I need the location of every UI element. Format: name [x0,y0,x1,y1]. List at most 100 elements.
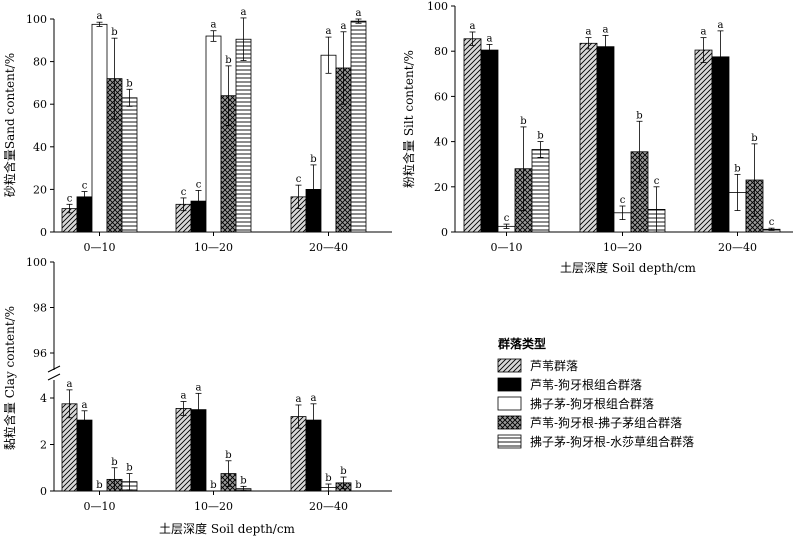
x-axis-title: 土层深度 Soil depth/cm [560,260,697,275]
x-axis-title: 土层深度 Soil depth/cm [159,521,296,536]
significance-letter: a [470,21,476,32]
y-tick-label: 2 [40,439,47,452]
bar [76,419,93,492]
significance-letter: a [356,8,362,19]
x-tick-label: 0—10 [84,241,116,254]
legend-swatch [497,377,522,392]
y-tick-label: 4 [40,392,47,405]
significance-letter: b [210,480,216,491]
bar [596,46,615,233]
legend: 群落类型 芦苇群落芦苇-狗牙根组合群落拂子茅-狗牙根组合群落芦苇-狗牙根-拂子茅… [497,336,694,449]
legend-label: 芦苇-狗牙根组合群落 [530,377,642,392]
significance-letter: c [769,217,775,228]
significance-letter: a [487,33,493,44]
y-tick-label: 96 [33,347,47,360]
x-tick-label: 0—10 [84,500,116,513]
chart-panel-2: 0 20 40 60 80 100 粉粒含量 Silt content/% 土层深度 Soil… [401,0,793,275]
bar [531,149,550,233]
significance-letter: a [196,382,202,393]
legend-swatch [497,434,522,449]
significance-letter: a [67,379,73,390]
y-tick-label: 20 [33,183,47,196]
significance-letter: b [111,457,117,468]
significance-letter: a [586,27,592,38]
bar [463,38,482,233]
x-tick-label: 10—20 [194,500,233,513]
y-tick-label: 98 [33,302,47,315]
y-tick-label: 20 [434,181,448,194]
significance-letter: b [225,450,231,461]
significance-letter: a [341,21,347,32]
y-tick-label: 80 [33,56,47,69]
significance-letter: b [751,133,757,144]
significance-letter: c [504,213,510,224]
significance-letter: b [126,463,132,474]
bar [694,49,713,233]
significance-letter: c [620,195,626,206]
bar [175,408,192,492]
significance-letter: a [211,20,217,31]
bar [91,23,108,233]
y-tick-label: 100 [427,0,448,13]
y-axis-title: 粉粒含量 Silt content/% [401,50,416,188]
y-tick-label: 100 [26,13,47,26]
y-tick-label: 80 [434,45,448,58]
significance-letter: a [181,390,187,401]
significance-letter: b [636,110,642,121]
significance-letter: b [340,466,346,477]
axis-break-mark [47,365,61,381]
significance-letter: b [126,78,132,89]
bar [350,20,367,233]
significance-letter: c [296,174,302,185]
significance-letter: a [97,11,103,22]
significance-letter: a [701,27,707,38]
significance-letter: a [603,24,609,35]
significance-letter: b [111,27,117,38]
legend-title: 群落类型 [497,336,546,351]
y-tick-label: 100 [26,256,47,269]
significance-letter: b [537,131,543,142]
y-tick-label: 0 [40,226,47,239]
y-tick-label: 60 [33,98,47,111]
significance-letter: a [82,400,88,411]
y-tick-label: 60 [434,90,448,103]
bar [205,35,222,233]
y-tick-label: 0 [40,485,47,498]
legend-swatch [497,415,522,430]
significance-letter: a [311,393,317,404]
significance-letter: a [718,20,724,31]
x-tick-label: 20—40 [309,500,348,513]
legend-label: 芦苇群落 [530,359,578,373]
x-tick-label: 10—20 [194,241,233,254]
significance-letter: c [67,193,73,204]
significance-letter: a [326,26,332,37]
significance-letter: b [355,480,361,491]
bar [480,49,499,233]
y-tick-label: 40 [33,141,47,154]
significance-letter: a [241,7,247,18]
significance-letter: b [96,480,102,491]
significance-letter: b [225,55,231,66]
x-tick-label: 20—40 [718,241,757,254]
significance-letter: b [310,154,316,165]
legend-swatch [497,358,522,373]
legend-swatch [497,396,522,411]
significance-letter: c [196,179,202,190]
legend-label: 拂子茅-狗牙根-水莎草组合群落 [530,434,694,449]
bar [235,38,252,233]
legend-label: 芦苇-狗牙根-拂子茅组合群落 [530,415,682,430]
x-tick-label: 10—20 [603,241,642,254]
significance-letter: a [296,394,302,405]
y-tick-label: 0 [441,226,448,239]
bar [579,42,598,233]
bar [320,54,337,233]
y-axis-title: 砂粒含量Sand content/% [2,53,17,197]
x-tick-label: 0—10 [491,241,523,254]
y-tick-label: 40 [434,136,448,149]
significance-letter: b [240,475,246,486]
significance-letter: b [520,116,526,127]
significance-letter: b [734,163,740,174]
significance-letter: c [82,181,88,192]
